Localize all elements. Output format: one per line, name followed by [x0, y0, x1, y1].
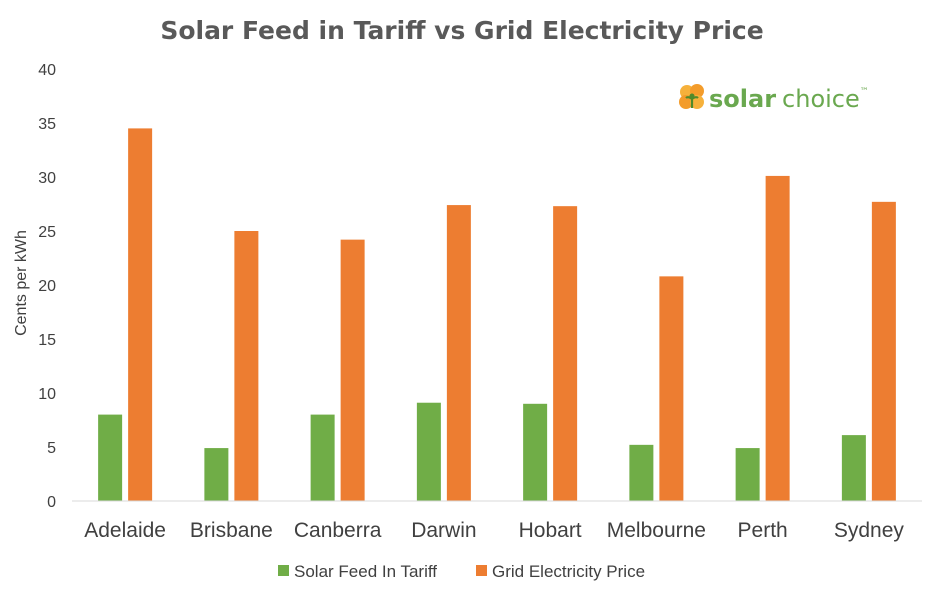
x-axis-categories: Adelaide Brisbane Canberra Darwin Hobart Melb…	[84, 519, 904, 542]
logo-word-choice: choice	[782, 85, 860, 113]
bar-solar-feed-in-tariff	[310, 414, 335, 501]
bar-grid-electricity-price	[128, 128, 153, 501]
y-axis-label: Cents per kWh	[13, 230, 30, 336]
x-category-label: Adelaide	[84, 519, 166, 542]
y-tick-label: 40	[38, 62, 56, 79]
bar-grid-electricity-price	[765, 175, 790, 502]
legend-label: Solar Feed In Tariff	[294, 562, 437, 581]
bar-grid-electricity-price	[553, 206, 578, 501]
legend: Solar Feed In Tariff Grid Electricity Pri…	[278, 562, 645, 581]
y-tick-label: 35	[38, 116, 56, 133]
bar-grid-electricity-price	[340, 239, 365, 501]
y-tick-label: 15	[38, 332, 56, 349]
y-axis-ticks: 0 5 10 15 20 25 30 35 40	[38, 62, 56, 511]
x-category-label: Sydney	[834, 519, 905, 542]
chart-title: Solar Feed in Tariff vs Grid Electricity…	[160, 16, 763, 45]
legend-label: Grid Electricity Price	[492, 562, 645, 581]
bar-grid-electricity-price	[659, 276, 684, 501]
x-category-label: Brisbane	[190, 519, 273, 542]
bar-solar-feed-in-tariff	[98, 414, 123, 501]
bar-solar-feed-in-tariff	[629, 444, 654, 501]
logo-trademark: ™	[860, 87, 869, 97]
y-tick-label: 0	[47, 494, 56, 511]
y-tick-label: 20	[38, 278, 56, 295]
y-tick-label: 5	[47, 440, 56, 457]
bar-solar-feed-in-tariff	[735, 448, 760, 501]
solar-choice-flower-icon	[679, 84, 704, 109]
bar-solar-feed-in-tariff	[523, 403, 548, 501]
x-category-label: Hobart	[519, 519, 582, 542]
x-category-label: Darwin	[411, 519, 476, 542]
legend-swatch	[476, 565, 487, 576]
y-tick-label: 25	[38, 224, 56, 241]
bar-solar-feed-in-tariff	[416, 402, 441, 501]
x-category-label: Perth	[738, 519, 788, 542]
solar-choice-logo: solar choice™	[679, 84, 869, 113]
x-category-label: Melbourne	[607, 519, 706, 542]
x-category-label: Canberra	[294, 519, 382, 542]
bar-grid-electricity-price	[871, 201, 896, 501]
y-tick-label: 30	[38, 170, 56, 187]
logo-wordmark: solar choice™	[709, 85, 869, 113]
logo-word-solar: solar	[709, 85, 776, 113]
legend-swatch	[278, 565, 289, 576]
bar-grid-electricity-price	[234, 231, 259, 501]
bars	[98, 128, 896, 502]
bar-solar-feed-in-tariff	[841, 435, 866, 501]
y-tick-label: 10	[38, 386, 56, 403]
bar-solar-feed-in-tariff	[204, 448, 229, 501]
bar-grid-electricity-price	[446, 205, 471, 501]
